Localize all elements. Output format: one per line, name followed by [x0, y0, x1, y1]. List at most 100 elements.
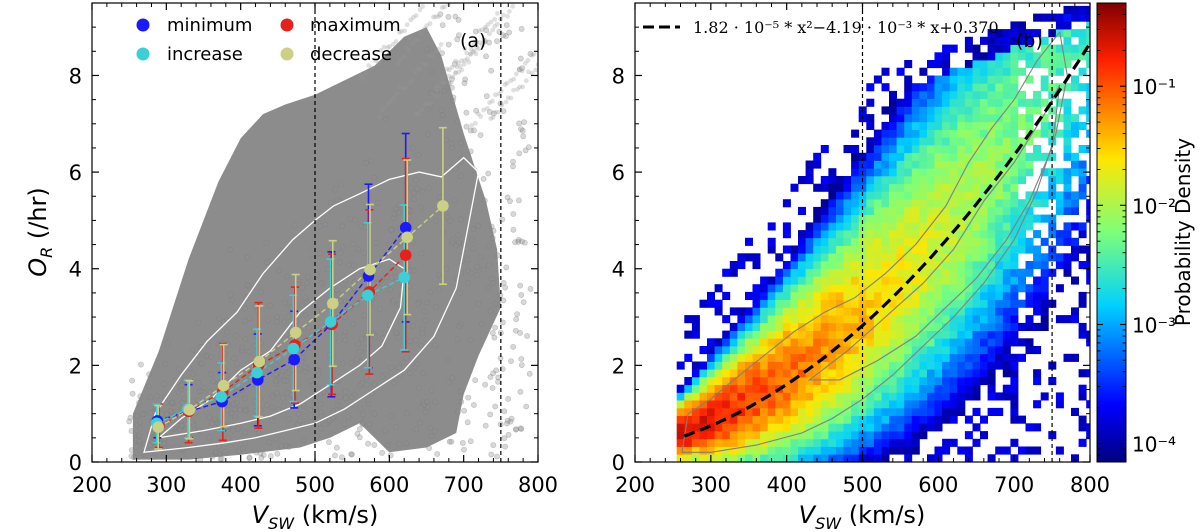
- heatmap-cell: [851, 276, 860, 285]
- heatmap-cell: [881, 183, 890, 192]
- heatmap-cell: [775, 253, 784, 262]
- heatmap-cell: [949, 322, 958, 331]
- heatmap-cell: [927, 315, 935, 324]
- scatter-point: [345, 261, 352, 268]
- heatmap-cell: [1010, 322, 1019, 331]
- legend-label-decrease: decrease: [310, 44, 392, 65]
- heatmap-cell: [767, 330, 776, 339]
- scatter-point: [473, 120, 478, 126]
- heatmap-cell: [987, 291, 996, 300]
- heatmap-cell: [1071, 168, 1079, 177]
- heatmap-cell: [942, 446, 951, 455]
- heatmap-cell: [813, 438, 822, 447]
- heatmap-cell: [820, 431, 829, 440]
- heatmap-cell: [767, 415, 776, 424]
- scatter-point: [510, 343, 517, 350]
- heatmap-cell: [889, 346, 897, 355]
- heatmap-cell: [957, 446, 966, 455]
- heatmap-cell: [767, 438, 776, 447]
- heatmap-cell: [919, 276, 928, 285]
- scatter-point: [173, 417, 180, 424]
- scatter-point: [402, 28, 407, 34]
- heatmap-cell: [1086, 90, 1090, 99]
- scatter-point: [435, 286, 442, 293]
- heatmap-cell: [684, 454, 693, 462]
- heatmap-cell: [729, 307, 738, 316]
- heatmap-cell: [1010, 237, 1019, 246]
- heatmap-cell: [775, 299, 784, 308]
- heatmap-cell: [873, 75, 882, 84]
- heatmap-cell: [927, 261, 935, 270]
- scatter-point: [330, 408, 337, 414]
- heatmap-cell: [1018, 206, 1026, 215]
- heatmap-cell: [767, 237, 776, 246]
- heatmap-cell: [1086, 21, 1090, 30]
- heatmap-cell: [1086, 106, 1090, 115]
- fit-legend-label: 1.82 · 10⁻⁵ * x²−4.19 · 10⁻³ * x+0.370: [693, 18, 999, 37]
- heatmap-cell: [767, 446, 776, 455]
- scatter-point: [425, 404, 431, 411]
- heatmap-cell: [866, 268, 875, 277]
- heatmap-cell: [919, 176, 928, 185]
- heatmap-cell: [1025, 52, 1034, 61]
- heatmap-cell: [987, 214, 996, 223]
- heatmap-cell: [942, 67, 951, 76]
- heatmap-cell: [843, 369, 852, 378]
- heatmap-cell: [851, 431, 860, 440]
- scatter-point: [511, 76, 517, 82]
- heatmap-cell: [957, 322, 966, 331]
- heatmap-cell: [873, 160, 882, 169]
- heatmap-cell: [1033, 423, 1042, 432]
- heatmap-cell: [904, 245, 913, 254]
- scatter-point: [470, 49, 476, 55]
- heatmap-cell: [957, 369, 966, 378]
- heatmap-cell: [798, 276, 806, 285]
- heatmap-cell: [957, 191, 966, 200]
- heatmap-cell: [782, 361, 791, 370]
- scatter-cloud: [126, 3, 538, 462]
- heatmap-cell: [1086, 400, 1090, 409]
- scatter-point: [504, 194, 511, 201]
- heatmap-cell: [820, 338, 829, 347]
- heatmap-cell: [820, 284, 829, 293]
- scatter-point: [502, 33, 509, 39]
- heatmap-cell: [934, 245, 943, 254]
- heatmap-cell: [1055, 400, 1064, 409]
- heatmap-cell: [904, 377, 913, 386]
- scatter-point: [347, 215, 354, 222]
- scatter-point: [465, 56, 470, 62]
- scatter-point: [181, 395, 188, 402]
- heatmap-cell: [949, 400, 958, 409]
- heatmap-cell: [972, 214, 981, 223]
- heatmap-cell: [911, 90, 920, 99]
- scatter-point: [458, 139, 465, 146]
- heatmap-cell: [1033, 129, 1042, 138]
- y-tick-label: 2: [69, 354, 82, 378]
- scatter-point: [475, 111, 481, 117]
- heatmap-cell: [737, 338, 746, 347]
- scatter-point: [342, 329, 348, 336]
- heatmap-cell: [980, 230, 988, 239]
- scatter-point: [434, 83, 440, 89]
- heatmap-cell: [745, 454, 753, 462]
- heatmap-cell: [729, 361, 738, 370]
- heatmap-cell: [934, 268, 943, 277]
- scatter-point: [451, 197, 458, 204]
- heatmap-cell: [1010, 330, 1019, 339]
- heatmap-cell: [1086, 199, 1090, 208]
- heatmap-cell: [957, 114, 966, 123]
- heatmap-cell: [843, 392, 852, 401]
- scatter-point: [198, 388, 205, 394]
- heatmap-cell: [873, 284, 882, 293]
- scatter-point: [168, 409, 175, 415]
- heatmap-cell: [919, 392, 928, 401]
- heatmap-cell: [745, 353, 753, 362]
- heatmap-cell: [798, 176, 806, 185]
- scatter-point: [345, 414, 352, 421]
- heatmap-cell: [790, 330, 799, 339]
- x-tick-label: 800: [518, 473, 558, 497]
- heatmap-cell: [964, 377, 973, 386]
- heatmap-cell: [828, 392, 837, 401]
- heatmap-cell: [1033, 284, 1042, 293]
- heatmap-cell: [889, 377, 897, 386]
